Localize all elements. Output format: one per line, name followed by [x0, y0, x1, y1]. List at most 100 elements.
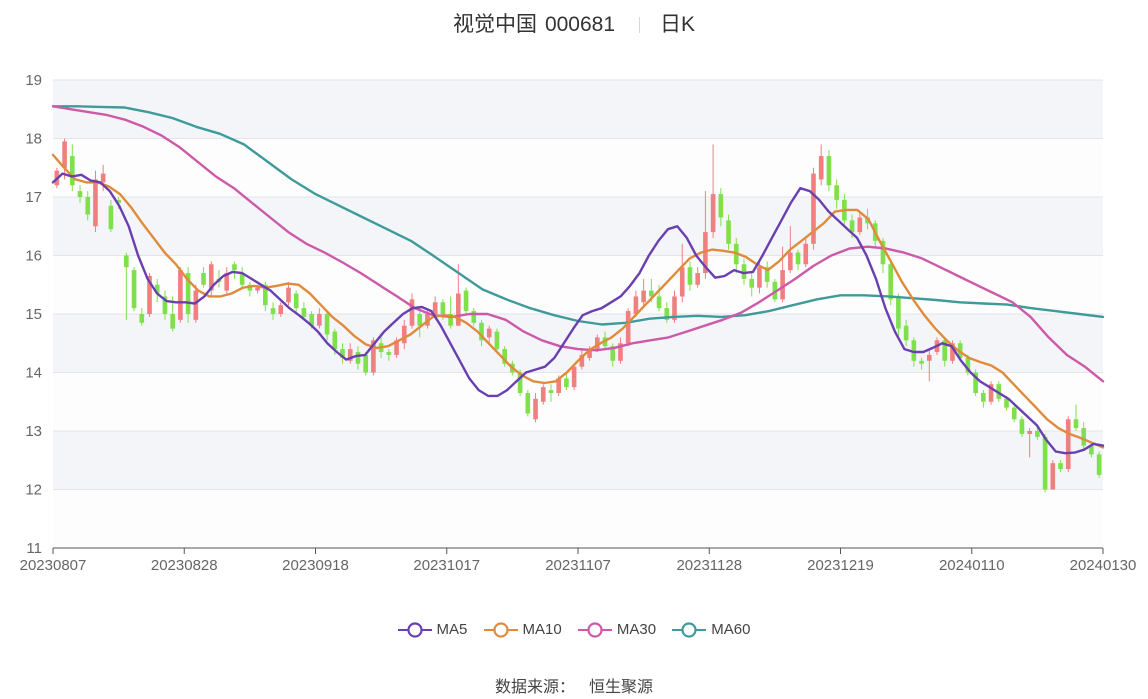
candle-body	[594, 337, 600, 350]
x-tick-label: 20231128	[676, 557, 742, 574]
grid-band	[53, 80, 1103, 139]
candle-body	[965, 357, 971, 373]
candle-body	[263, 284, 268, 306]
candle-body	[463, 290, 469, 312]
candle-body	[679, 267, 685, 297]
candle-body	[371, 340, 376, 373]
candle-body	[394, 340, 399, 355]
y-tick-label: 17	[25, 189, 42, 206]
candle-body	[154, 284, 160, 294]
candle-body	[332, 331, 338, 350]
candlestick-chart: 11 12 13 14 15 16 17 18 19 20230807 20230828 202309…	[20, 72, 1137, 574]
candle-body	[710, 194, 716, 233]
legend-item-ma30[interactable]: MA30	[577, 621, 656, 638]
candle-body	[1089, 445, 1094, 455]
candle-body	[448, 314, 453, 326]
grid-band	[53, 197, 1103, 256]
candle-body	[224, 273, 230, 291]
stock-code: 000681	[544, 13, 616, 36]
legend-item-ma10[interactable]: MA10	[483, 621, 562, 638]
candle-body	[826, 156, 832, 186]
candle-body	[896, 296, 901, 329]
grid-band	[53, 489, 1103, 548]
x-tick-label: 20240130	[1070, 557, 1137, 574]
candle-body	[162, 296, 168, 314]
candle-body	[919, 360, 924, 364]
candle-body	[85, 197, 91, 215]
legend-ma30-icon	[577, 621, 612, 638]
y-tick-label: 11	[26, 540, 42, 557]
grid-band	[53, 138, 1103, 197]
candle-body	[479, 322, 484, 341]
candle-body	[93, 179, 98, 227]
candle-body	[62, 141, 67, 168]
candle-body	[147, 275, 152, 314]
candle-body	[564, 378, 569, 388]
candle-body	[981, 392, 986, 402]
candle-body	[618, 343, 623, 361]
candle-body	[324, 314, 330, 335]
y-tick-label: 15	[25, 306, 42, 323]
candle-body	[764, 267, 770, 282]
candle-body	[355, 352, 361, 364]
candle-body	[185, 273, 191, 314]
candle-body	[1011, 407, 1017, 420]
candle-body	[942, 340, 948, 361]
x-tick-label: 20231017	[413, 557, 480, 574]
candle-body	[687, 267, 693, 285]
candle-body	[795, 252, 801, 265]
candle-body	[278, 305, 284, 314]
candle-body	[1035, 431, 1040, 437]
candle-body	[772, 281, 778, 300]
line-ma5	[51, 172, 1105, 455]
legend-ma10-icon	[483, 621, 518, 638]
candle-body	[178, 270, 183, 320]
candle-body	[803, 243, 809, 265]
candle-body	[340, 349, 345, 358]
candle-body	[749, 278, 755, 288]
candle-body	[973, 372, 978, 393]
candle-body	[100, 173, 106, 183]
candle-body	[587, 349, 592, 358]
chart-title: 视觉中国 000681 日K	[0, 8, 1148, 38]
candle-body	[1058, 463, 1063, 470]
grid-band	[53, 431, 1103, 490]
candle-body	[69, 156, 75, 186]
candle-body	[811, 173, 816, 244]
candle-body	[208, 264, 214, 291]
candle-body	[309, 314, 314, 326]
candle-body	[818, 156, 824, 180]
grid-band	[53, 372, 1103, 431]
candle-body	[131, 270, 137, 309]
legend-item-ma5[interactable]: MA5	[397, 621, 467, 638]
candle-body	[1027, 431, 1032, 434]
candle-body	[386, 352, 392, 355]
data-source: 数据来源： 恒生聚源	[0, 673, 1148, 697]
x-tick-label: 20231107	[545, 557, 611, 574]
candle-body	[857, 217, 863, 233]
candle-body	[757, 267, 762, 288]
legend-item-ma60[interactable]: MA60	[672, 621, 750, 638]
candle-body	[695, 273, 700, 285]
candle-body	[610, 346, 616, 361]
candle-body	[471, 311, 477, 323]
candle-body	[633, 296, 639, 314]
candle-body	[926, 354, 932, 361]
candle-body	[409, 299, 415, 326]
candle-body	[139, 314, 145, 323]
candle-body	[672, 296, 677, 320]
candle-body	[124, 255, 129, 268]
candle-body	[1019, 419, 1025, 434]
candle-body	[270, 308, 276, 314]
candle-body	[440, 302, 446, 314]
candle-body	[232, 264, 237, 271]
x-tick-label: 20230918	[282, 557, 349, 574]
candle-body	[880, 240, 886, 265]
candle-body	[780, 270, 785, 300]
candle-body	[988, 384, 994, 402]
x-tick-label: 20230807	[20, 557, 87, 574]
candle-body	[888, 264, 893, 300]
candle-body	[950, 343, 955, 361]
candle-body	[363, 354, 368, 373]
candle-body	[788, 252, 793, 271]
